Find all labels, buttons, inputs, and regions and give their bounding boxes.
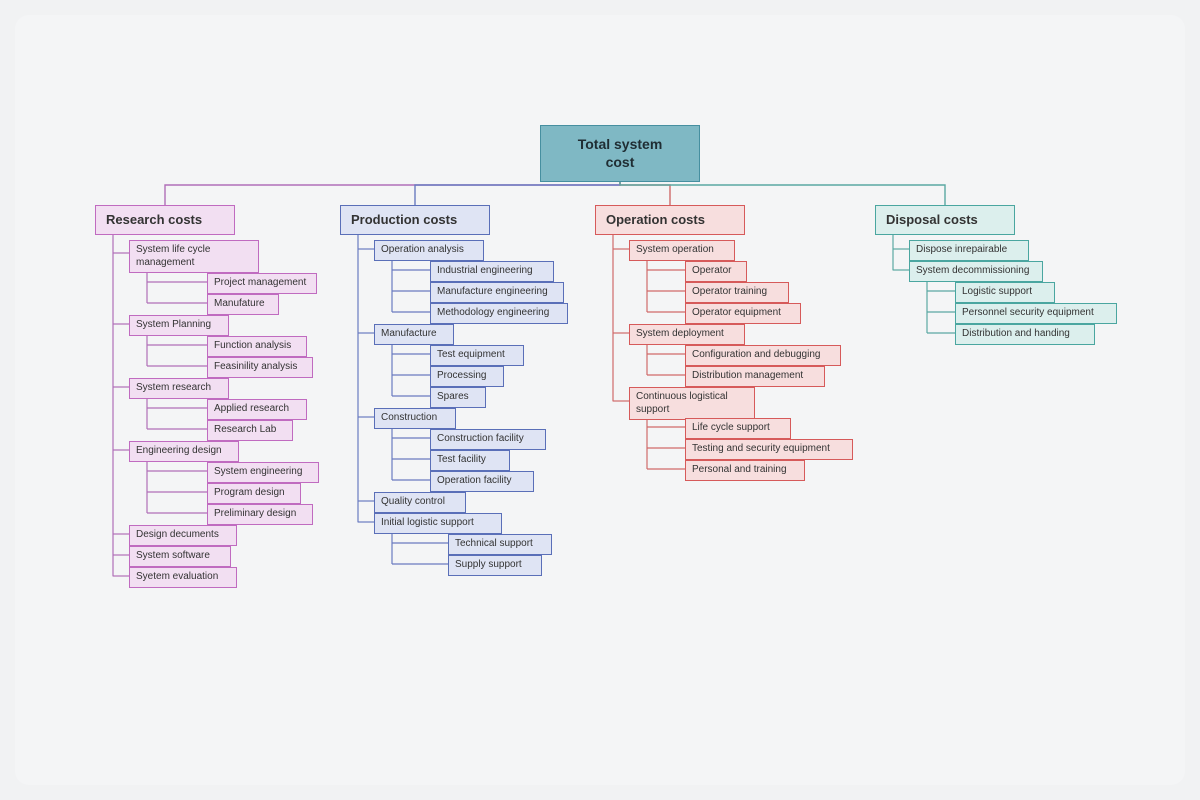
tree-node: Construction facility [430,429,546,450]
tree-node: Function analysis [207,336,307,357]
tree-node: Design decuments [129,525,237,546]
tree-node: Methodology engineering [430,303,568,324]
tree-node: Technical support [448,534,552,555]
tree-node: Research Lab [207,420,293,441]
tree-node: Spares [430,387,486,408]
tree-node: Test facility [430,450,510,471]
tree-node: Operator [685,261,747,282]
category-node-operation: Operation costs [595,205,745,235]
tree-node: Syetem evaluation [129,567,237,588]
tree-node: System engineering [207,462,319,483]
tree-node: Construction [374,408,456,429]
tree-node: Life cycle support [685,418,791,439]
tree-node: System decommissioning [909,261,1043,282]
tree-node: Distribution and handing [955,324,1095,345]
tree-node: Dispose inrepairable [909,240,1029,261]
tree-node: System software [129,546,231,567]
diagram-canvas: Total system cost Research costs System li… [15,15,1185,785]
tree-node: Operation analysis [374,240,484,261]
tree-node: Operator training [685,282,789,303]
tree-node: Feasinility analysis [207,357,313,378]
tree-node: Applied research [207,399,307,420]
tree-node: Manufacture engineering [430,282,564,303]
tree-node: System life cycle management [129,240,259,273]
tree-node: Personnel security equipment [955,303,1117,324]
tree-node: Project management [207,273,317,294]
tree-node: Engineering design [129,441,239,462]
tree-node: System research [129,378,229,399]
tree-node: System deployment [629,324,745,345]
tree-node: Testing and security equipment [685,439,853,460]
tree-node: Operator equipment [685,303,801,324]
tree-node: Industrial engineering [430,261,554,282]
tree-node: Configuration and debugging [685,345,841,366]
tree-node: Manufacture [374,324,454,345]
tree-node: Supply support [448,555,542,576]
tree-node: Manufature [207,294,279,315]
tree-node: Continuous logistical support [629,387,755,420]
tree-node: Logistic support [955,282,1055,303]
tree-node: Quality control [374,492,466,513]
tree-node: Personal and training [685,460,805,481]
category-node-disposal: Disposal costs [875,205,1015,235]
root-node: Total system cost [540,125,700,182]
tree-node: Operation facility [430,471,534,492]
tree-node: System operation [629,240,735,261]
category-node-production: Production costs [340,205,490,235]
tree-node: Distribution management [685,366,825,387]
tree-node: Preliminary design [207,504,313,525]
tree-node: Program design [207,483,301,504]
tree-node: Test equipment [430,345,524,366]
tree-node: Processing [430,366,504,387]
tree-node: Initial logistic support [374,513,502,534]
tree-node: System Planning [129,315,229,336]
category-node-research: Research costs [95,205,235,235]
